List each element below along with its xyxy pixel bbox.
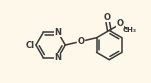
Text: O: O xyxy=(77,37,84,46)
Text: CH₃: CH₃ xyxy=(123,26,137,33)
Text: N: N xyxy=(55,28,61,37)
Text: N: N xyxy=(55,53,61,62)
Text: O: O xyxy=(104,13,111,22)
Text: O: O xyxy=(117,19,124,28)
Text: Cl: Cl xyxy=(25,41,34,50)
